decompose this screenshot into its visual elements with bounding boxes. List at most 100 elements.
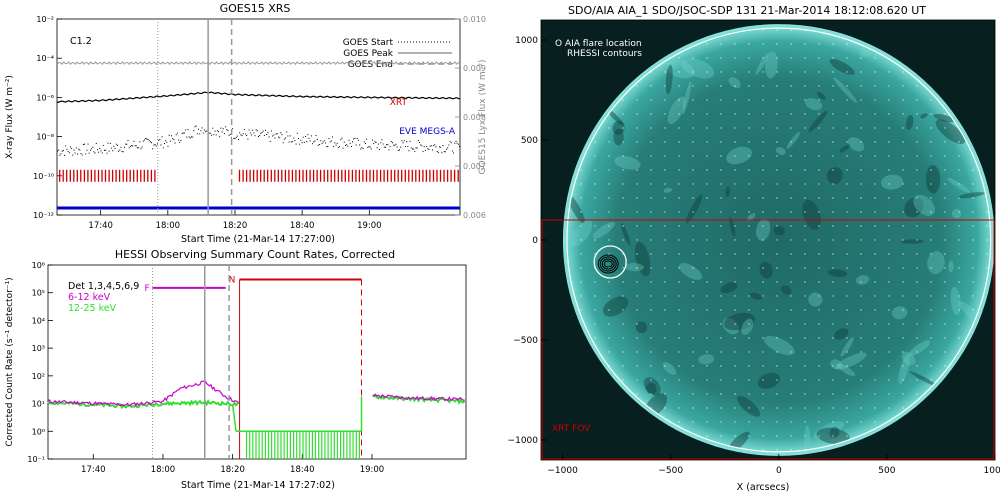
hessi-series-low-segment: [372, 393, 465, 402]
goes-short-point: [456, 142, 458, 144]
hessi-ytick-label: 10⁵: [32, 289, 45, 298]
goes-short-point: [221, 131, 223, 133]
goes-ytick-right-label: 0.010: [463, 15, 486, 24]
goes-short-point: [429, 145, 431, 147]
goes-short-point: [308, 137, 310, 139]
goes-short-point: [128, 147, 130, 149]
goes-short-point: [169, 140, 171, 142]
left-charts: GOES15 XRS 10⁻¹² 10⁻¹⁰ 10⁻⁸ 10⁻⁶ 10⁻⁴ 10⁻² 0.…: [5, 2, 488, 491]
goes-short-point: [262, 130, 264, 132]
goes-short-point: [69, 146, 71, 148]
goes-short-point: [380, 142, 382, 144]
goes-short-point: [181, 132, 183, 134]
aia-xlabel: X (arcsecs): [737, 482, 790, 493]
goes-short-point: [365, 143, 366, 144]
goes-short-point: [223, 133, 225, 135]
goes-short-point: [234, 138, 236, 140]
goes-short-point: [146, 138, 148, 140]
goes-short-point: [337, 147, 339, 149]
goes-short-point: [278, 136, 279, 138]
goes-short-point: [255, 129, 257, 131]
goes-short-point: [396, 146, 398, 148]
hessi-xtick-label: 18:00: [151, 465, 176, 475]
goes-short-point: [401, 140, 403, 142]
goes-short-point: [199, 133, 201, 135]
goes-xtick-label: 17:40: [88, 221, 113, 231]
goes-short-point: [211, 134, 212, 136]
aia-xtick-label: −1000: [547, 466, 578, 476]
goes-short-point: [290, 141, 292, 143]
goes-short-point: [88, 152, 90, 154]
goes-short-point: [92, 146, 94, 148]
goes-short-point: [256, 130, 258, 132]
goes-short-point: [178, 139, 180, 141]
goes-xtick-label: 18:20: [223, 221, 248, 231]
goes-short-point: [322, 141, 324, 143]
goes-short-point: [404, 146, 406, 147]
goes-short-point: [160, 144, 162, 146]
goes-short-point: [326, 146, 328, 148]
hessi-flag-n: N: [229, 275, 236, 285]
goes-short-point: [72, 154, 74, 156]
goes-short-point: [432, 149, 433, 151]
goes-short-point: [407, 146, 409, 148]
hessi-title: HESSI Observing Summary Count Rates, Cor…: [115, 248, 395, 261]
goes-short-point: [228, 134, 230, 136]
goes-short-point: [306, 141, 308, 143]
goes-short-point: [67, 150, 69, 152]
aia-image-panel: SDO/AIA AIA_1 SDO/JSOC-SDP 131 21-Mar-20…: [495, 0, 1000, 500]
goes-short-point: [79, 149, 81, 151]
goes-short-point: [151, 142, 152, 144]
goes-short-point: [111, 147, 113, 149]
goes-short-point: [236, 135, 238, 137]
hessi-ytick-label: 10⁶: [32, 261, 45, 270]
goes-short-point: [222, 128, 224, 130]
goes-short-point: [249, 132, 251, 134]
goes-short-point: [412, 148, 413, 150]
goes-short-point: [392, 142, 393, 144]
goes-label-xrt: XRT: [390, 98, 408, 108]
goes-short-point: [165, 140, 167, 142]
goes-short-point: [238, 138, 239, 140]
goes-short-point: [194, 126, 196, 128]
goes-short-point: [316, 139, 318, 140]
hessi-ytick-label: 10⁻¹: [27, 455, 45, 464]
goes-short-point: [101, 152, 103, 154]
goes-short-point: [276, 133, 278, 135]
aia-ytick-label: 1000: [515, 36, 538, 46]
goes-short-point: [173, 139, 175, 141]
goes-title: GOES15 XRS: [220, 2, 291, 15]
goes-short-point: [198, 128, 199, 130]
goes-short-point: [162, 147, 164, 149]
goes-short-point: [342, 147, 344, 149]
goes-short-point: [78, 148, 80, 150]
goes-short-point: [397, 150, 399, 151]
goes-short-point: [274, 137, 276, 139]
goes-legend-start: GOES Start: [343, 38, 394, 48]
goes-short-point: [370, 148, 372, 150]
goes-short-point: [233, 137, 235, 139]
goes-short-point: [84, 143, 85, 145]
goes-short-point: [193, 130, 195, 132]
goes-short-point: [285, 137, 286, 139]
goes-short-point: [374, 141, 376, 143]
aia-x-axis: −1000 −500 0 500 1000: [547, 454, 1000, 476]
goes-short-point: [376, 147, 378, 149]
xrt-fov-label: XRT FOV: [552, 424, 591, 434]
goes-short-point: [87, 143, 89, 145]
goes-short-point: [182, 132, 184, 134]
goes-short-point: [129, 145, 131, 147]
goes-short-point: [206, 130, 208, 132]
goes-short-point: [327, 145, 329, 147]
goes-short-point: [144, 139, 145, 141]
goes-short-point: [68, 152, 70, 154]
goes-ytick-label: 10⁻²: [36, 15, 54, 24]
aia-xtick-label: 500: [878, 466, 895, 476]
goes-short-point: [366, 138, 368, 140]
hessi-y-axis: 10⁻¹ 10⁰ 10¹ 10² 10³ 10⁴ 10⁵ 10⁶: [27, 261, 53, 464]
goes-short-point: [153, 144, 155, 146]
goes-short-point: [280, 132, 282, 134]
goes-flare-class: C1.2: [70, 36, 92, 47]
goes-short-point: [409, 140, 411, 142]
aia-ytick-label: −500: [513, 336, 538, 346]
